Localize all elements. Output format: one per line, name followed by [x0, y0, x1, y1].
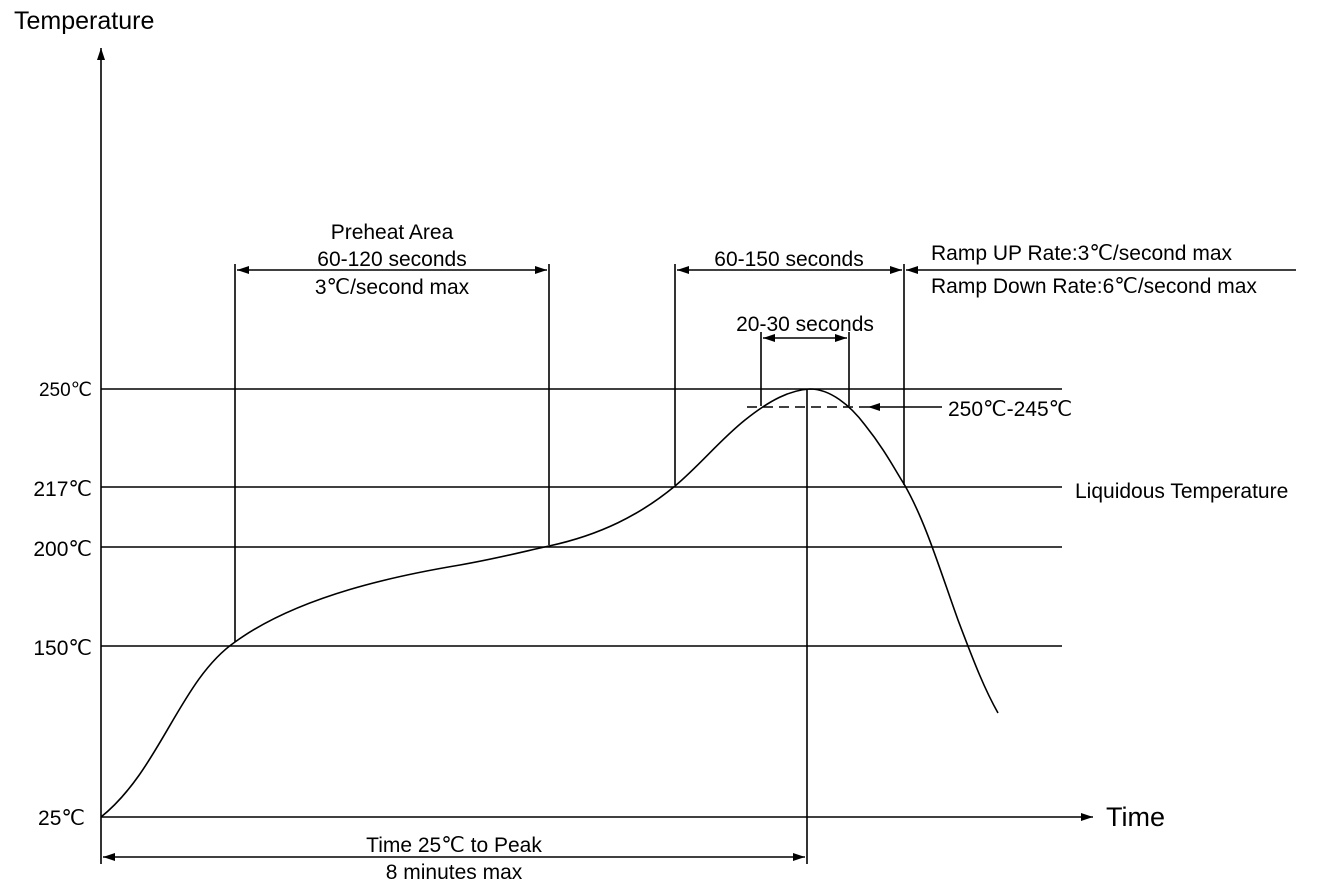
preheat-time-label: 60-120 seconds: [317, 248, 466, 271]
peak-range-label: 250℃-245℃: [948, 398, 1072, 421]
level-label-150: 150℃: [33, 637, 92, 660]
y-axis-title: Temperature: [14, 7, 154, 35]
reflow-profile-curve: [100, 388, 999, 818]
x-axis-title: Time: [1106, 802, 1165, 832]
above-liquidous-time-label: 60-150 seconds: [714, 248, 863, 271]
level-label-217: 217℃: [33, 478, 92, 501]
preheat-rate-label: 3℃/second max: [315, 276, 470, 299]
preheat-title: Preheat Area: [331, 221, 454, 244]
liquidous-label: Liquidous Temperature: [1075, 480, 1288, 503]
level-label-250: 250℃: [39, 380, 92, 401]
ramp-down-label: Ramp Down Rate:6℃/second max: [931, 275, 1257, 298]
peak-window-time-label: 20-30 seconds: [736, 313, 874, 336]
level-label-25: 25℃: [38, 807, 85, 830]
ramp-up-label: Ramp UP Rate:3℃/second max: [931, 242, 1232, 265]
level-label-200: 200℃: [33, 538, 92, 561]
time-to-peak-label: Time 25℃ to Peak: [366, 834, 542, 857]
time-to-peak-max-label: 8 minutes max: [386, 861, 523, 884]
